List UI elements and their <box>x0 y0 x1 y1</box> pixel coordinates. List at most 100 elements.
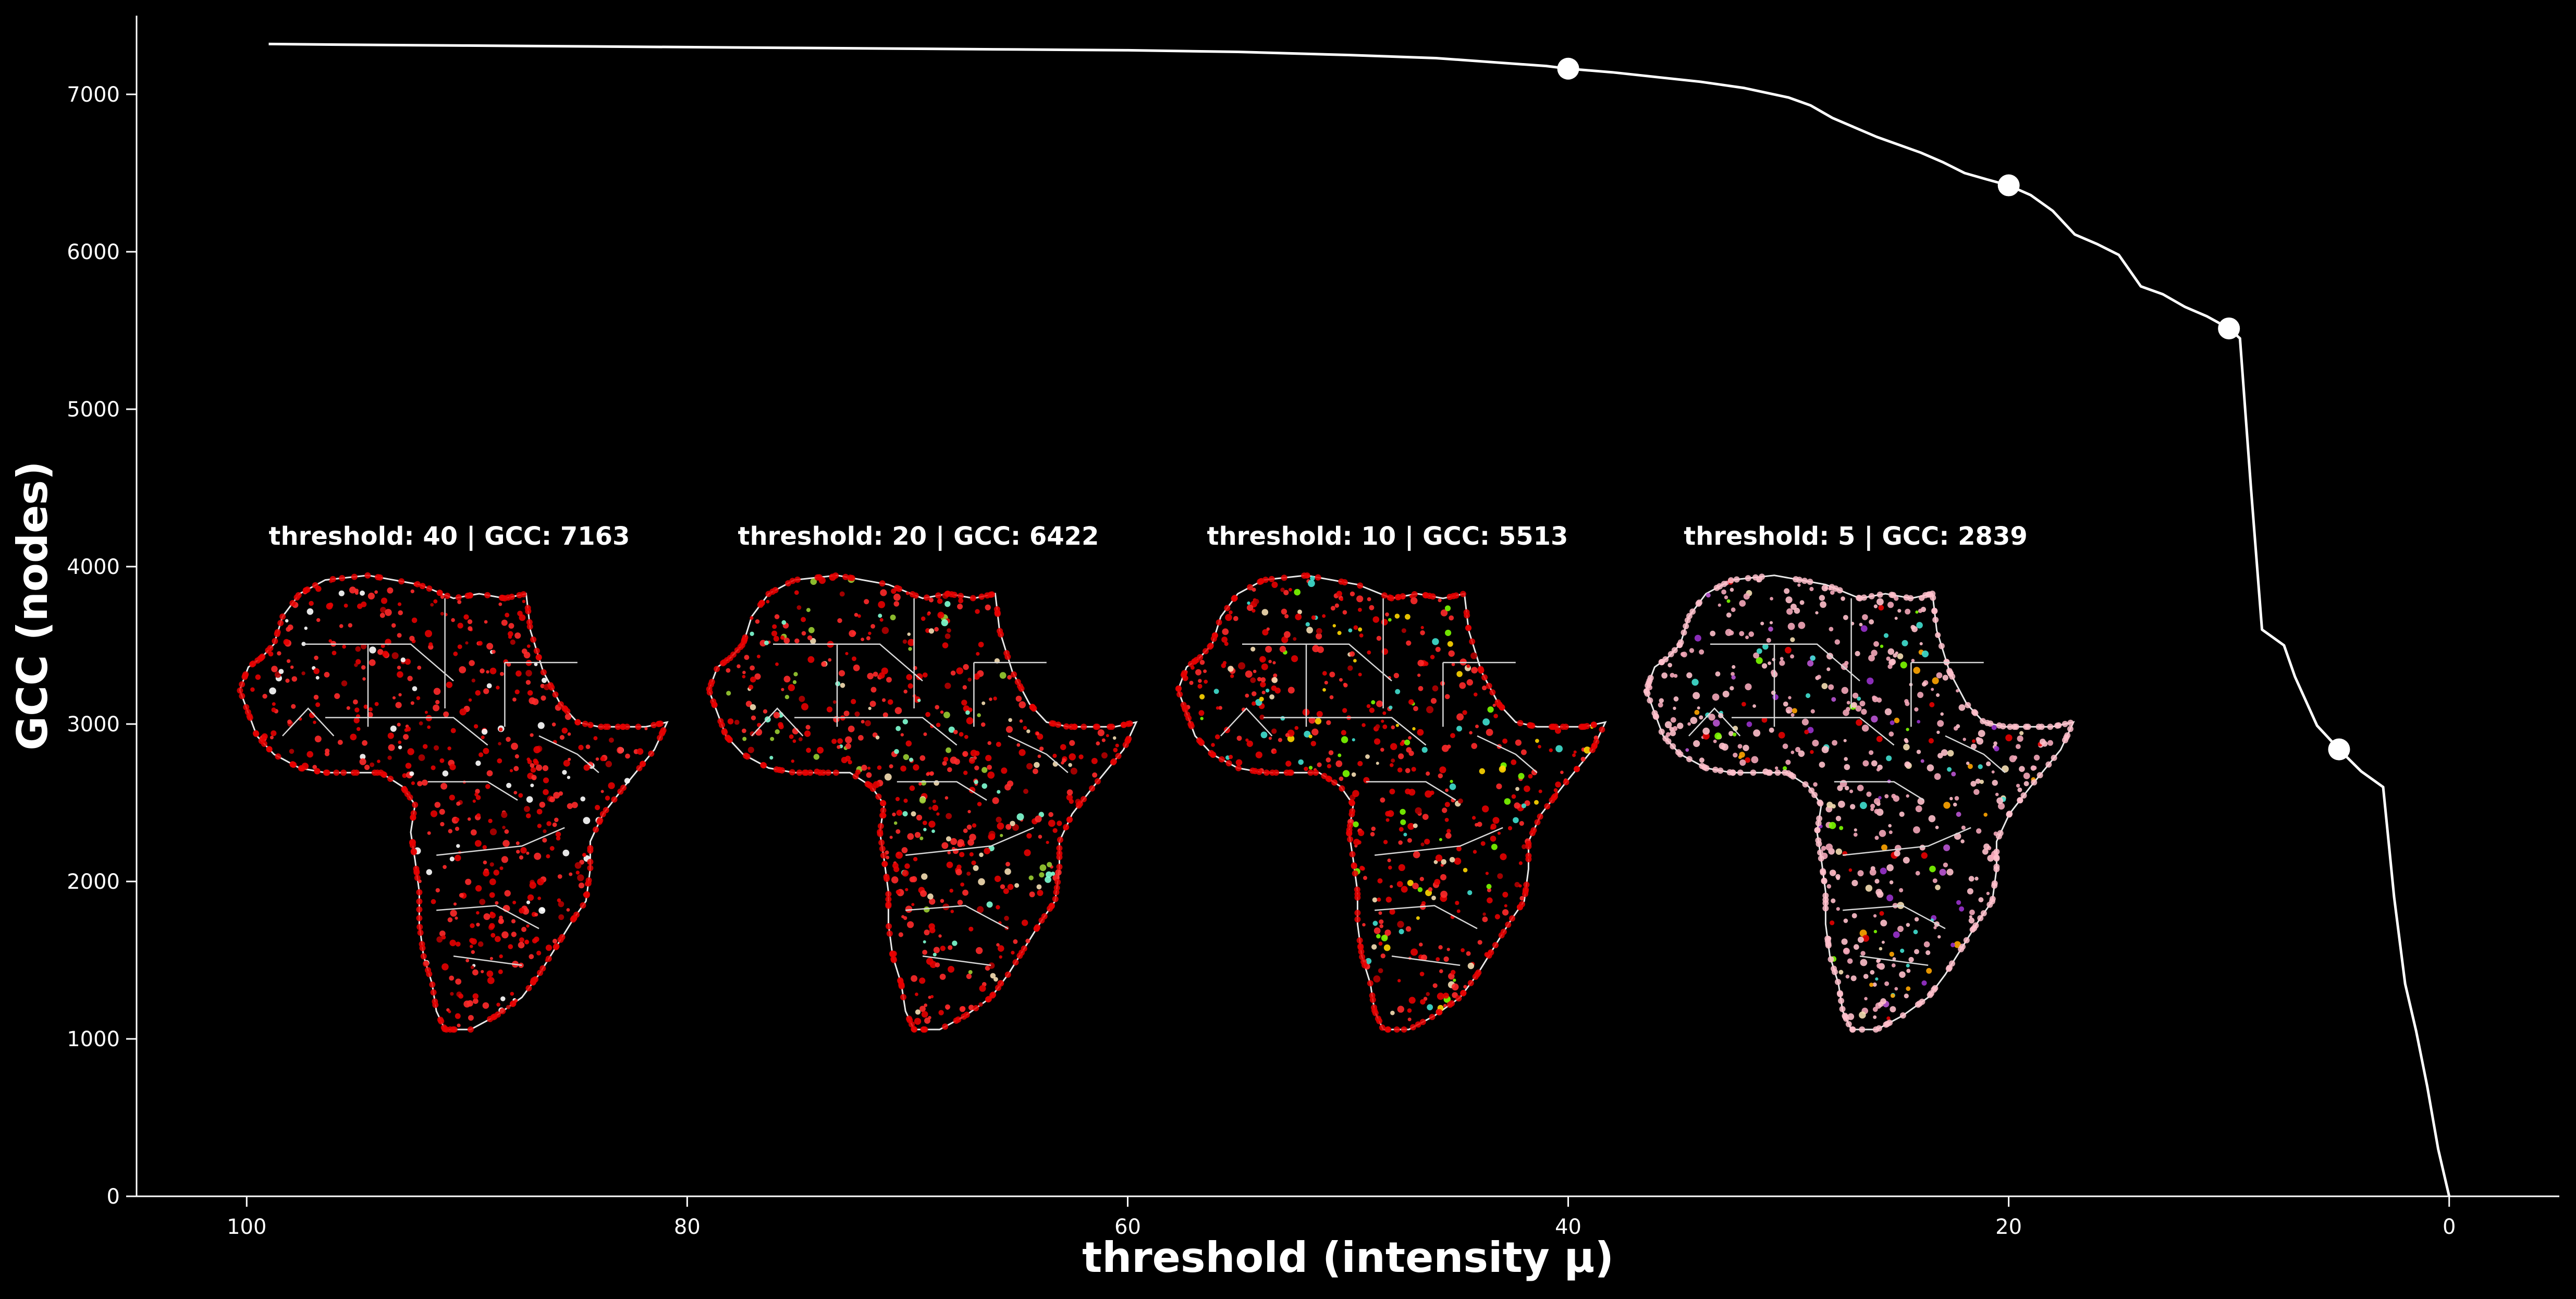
map-point <box>962 751 968 757</box>
map-point <box>1372 921 1378 926</box>
map-point <box>440 611 444 616</box>
map-point <box>924 1003 928 1007</box>
country-border <box>1220 707 1273 737</box>
map-point <box>839 591 845 597</box>
coast-point <box>416 924 423 930</box>
coast-point <box>1371 1004 1378 1011</box>
map-point <box>1459 682 1466 689</box>
map-point <box>1016 813 1024 821</box>
map-point <box>845 743 851 750</box>
map-point <box>1685 748 1689 752</box>
map-point <box>742 728 746 733</box>
coast-point <box>266 746 273 753</box>
map-point <box>2017 787 2022 792</box>
map-point <box>1753 652 1760 659</box>
map-point <box>1831 697 1836 702</box>
map-point <box>287 719 292 725</box>
map-point <box>1424 661 1429 666</box>
map-point <box>1486 729 1493 736</box>
map-point <box>403 734 409 740</box>
map-point <box>1978 897 1984 903</box>
map-point <box>387 732 394 739</box>
coast-point <box>1203 648 1209 655</box>
inset-map-title: threshold: 40 | GCC: 7163 <box>269 522 630 551</box>
coast-point <box>1410 1024 1416 1031</box>
map-point <box>1456 846 1462 852</box>
map-point <box>1383 944 1391 951</box>
map-point <box>1974 876 1979 881</box>
map-point <box>1070 767 1077 775</box>
map-point <box>801 631 806 636</box>
map-point <box>455 916 458 920</box>
coast-point <box>1824 935 1831 942</box>
map-point <box>929 898 936 905</box>
map-point <box>456 844 460 848</box>
map-point <box>909 876 915 883</box>
map-point <box>1019 701 1026 708</box>
map-point <box>1287 735 1295 742</box>
map-point <box>1674 673 1678 678</box>
inset-map: threshold: 5 | GCC: 2839 <box>1643 522 2075 1033</box>
coast-point <box>1931 607 1938 614</box>
map-point <box>472 799 476 803</box>
map-point <box>397 671 403 678</box>
map-point <box>489 911 494 915</box>
map-point <box>1096 741 1100 746</box>
map-point <box>1261 609 1269 616</box>
coast-point <box>1888 592 1895 598</box>
coast-point <box>1049 902 1055 909</box>
map-point <box>1694 709 1700 715</box>
map-point <box>851 698 856 704</box>
map-point <box>1385 612 1389 617</box>
coast-point <box>1268 575 1275 582</box>
map-point <box>907 833 914 840</box>
map-point <box>595 757 599 761</box>
map-point <box>1534 800 1539 805</box>
map-point <box>1385 897 1392 903</box>
map-point <box>1395 724 1399 727</box>
map-point <box>1445 788 1449 792</box>
map-point <box>368 707 373 712</box>
map-point <box>563 759 570 767</box>
map-point <box>301 642 306 646</box>
coast-point <box>1185 715 1192 721</box>
coast-point <box>877 823 884 829</box>
coast-point <box>353 769 360 776</box>
map-point <box>880 589 887 596</box>
map-point <box>1436 957 1440 962</box>
coast-point <box>1422 592 1429 598</box>
map-point <box>933 947 940 953</box>
map-point <box>1430 698 1437 704</box>
map-point <box>1482 685 1487 691</box>
map-point <box>1946 868 1954 876</box>
y-tick-label: 4000 <box>67 555 120 579</box>
map-point <box>390 725 397 732</box>
map-point <box>2017 735 2023 742</box>
map-point <box>1420 999 1426 1005</box>
map-point <box>1983 843 1990 850</box>
map-point <box>426 869 432 875</box>
map-point <box>561 727 568 734</box>
map-point <box>1455 901 1459 905</box>
map-point <box>807 635 813 641</box>
map-point <box>1358 672 1362 677</box>
map-point <box>1733 752 1738 758</box>
coast-point <box>570 916 576 923</box>
map-point <box>1078 754 1084 759</box>
map-point <box>968 970 973 974</box>
map-point <box>881 667 888 675</box>
map-point <box>916 673 923 680</box>
map-point <box>789 734 794 739</box>
coast-point <box>1907 595 1914 602</box>
coast-point <box>540 669 547 676</box>
coast-point <box>789 769 795 776</box>
map-point <box>1317 762 1322 767</box>
map-point <box>828 658 832 662</box>
map-point <box>1560 770 1564 774</box>
map-point <box>1269 694 1275 700</box>
map-point <box>1782 743 1788 749</box>
map-point <box>1259 656 1266 663</box>
coast-point <box>789 578 796 584</box>
map-point <box>324 671 330 678</box>
